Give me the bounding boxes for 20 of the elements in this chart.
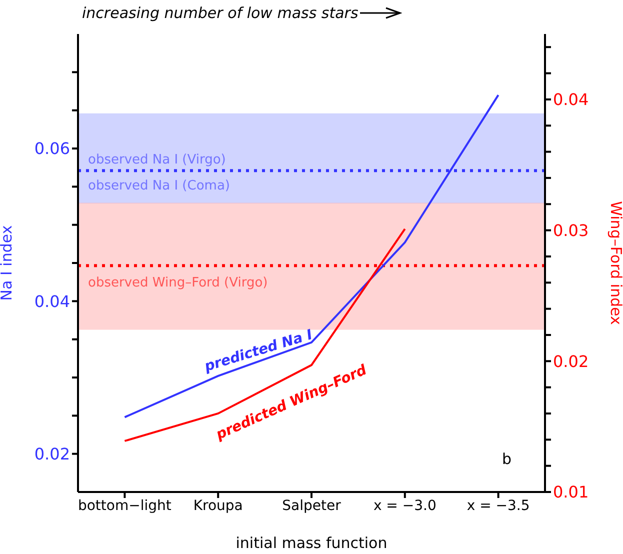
y-tick-label: 0.02 [34,444,70,464]
y2-tick-label: 0.01 [553,482,589,502]
y-tick-label: 0.06 [34,139,70,158]
y-axis-title: Na I index [0,225,16,301]
y2-axis-title: Wing–Ford index [607,201,623,325]
ref-line-label: observed Wing–Ford (Virgo) [88,276,268,291]
x-tick-label: Salpeter [282,498,342,514]
x-tick-label: x = −3.5 [466,498,530,514]
x-tick-label: Kroupa [193,498,243,514]
y2-tick-label: 0.03 [553,220,589,240]
x-tick-label: bottom−light [78,498,172,514]
ref-line-label: observed Na I (Virgo) [88,152,226,168]
y2-tick-label: 0.04 [553,90,589,110]
x-tick-label: x = −3.0 [373,498,436,514]
annotation: observed Na I (Coma) [88,178,230,194]
chart-title: increasing number of low mass stars [82,4,358,22]
x-axis-title: initial mass function [236,534,388,552]
y2-tick-label: 0.02 [553,352,589,371]
annotation: b [502,450,512,468]
y-tick-label: 0.04 [34,292,70,311]
